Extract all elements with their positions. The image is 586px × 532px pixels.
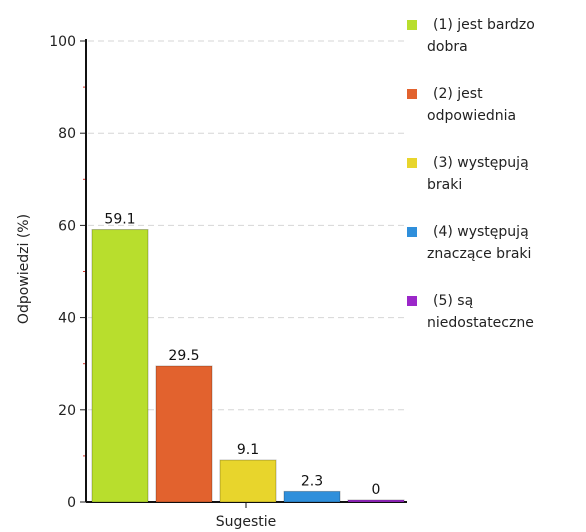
legend-label-4: (4) występują	[433, 224, 529, 240]
legend-swatch-4	[407, 227, 417, 237]
bar-3	[219, 459, 277, 503]
legend-item-2: (2) jest odpowiednia	[407, 86, 516, 124]
y-tick-label-80: 80	[58, 126, 76, 142]
legend-label-3: braki	[427, 177, 462, 193]
bar-2	[155, 365, 213, 503]
legend-item-4: (4) występują znaczące braki	[407, 224, 531, 262]
y-tick-label-20: 20	[58, 403, 76, 419]
y-tick-label-40: 40	[58, 311, 76, 327]
bar-value-labels: 59.1 29.5 9.1 2.3 0	[104, 212, 380, 498]
bar-4	[283, 490, 341, 503]
bar-5	[347, 499, 405, 503]
legend-label-4: znaczące braki	[427, 246, 531, 262]
legend-label-2: (2) jest	[433, 86, 483, 102]
y-tick-label-60: 60	[58, 218, 76, 234]
legend-label-5: niedostateczne	[427, 315, 534, 331]
y-axis-title: Odpowiedzi (%)	[16, 214, 32, 324]
legend-item-5: (5) są niedostateczne	[407, 293, 534, 331]
legend-label-1: dobra	[427, 39, 468, 55]
bar-value-label-3: 9.1	[237, 442, 259, 458]
bars	[91, 229, 405, 503]
bar-value-label-2: 29.5	[168, 348, 199, 364]
bar-1	[91, 229, 149, 503]
legend-swatch-1	[407, 20, 417, 30]
legend-label-1: (1) jest bardzo	[433, 17, 535, 33]
bar-value-label-1: 59.1	[104, 212, 135, 228]
legend-swatch-3	[407, 158, 417, 168]
y-tick-label-100: 100	[49, 34, 76, 50]
legend-swatch-2	[407, 89, 417, 99]
legend-item-1: (1) jest bardzo dobra	[407, 17, 535, 55]
legend-label-5: (5) są	[433, 293, 473, 309]
legend-label-3: (3) występują	[433, 155, 529, 171]
bar-value-label-5: 0	[372, 482, 381, 498]
legend-item-3: (3) występują braki	[407, 155, 529, 193]
legend-swatch-5	[407, 296, 417, 306]
legend-label-2: odpowiednia	[427, 108, 516, 124]
x-axis-title: Sugestie	[216, 514, 277, 530]
bar-value-label-4: 2.3	[301, 473, 323, 489]
y-tick-label-0: 0	[67, 495, 76, 511]
